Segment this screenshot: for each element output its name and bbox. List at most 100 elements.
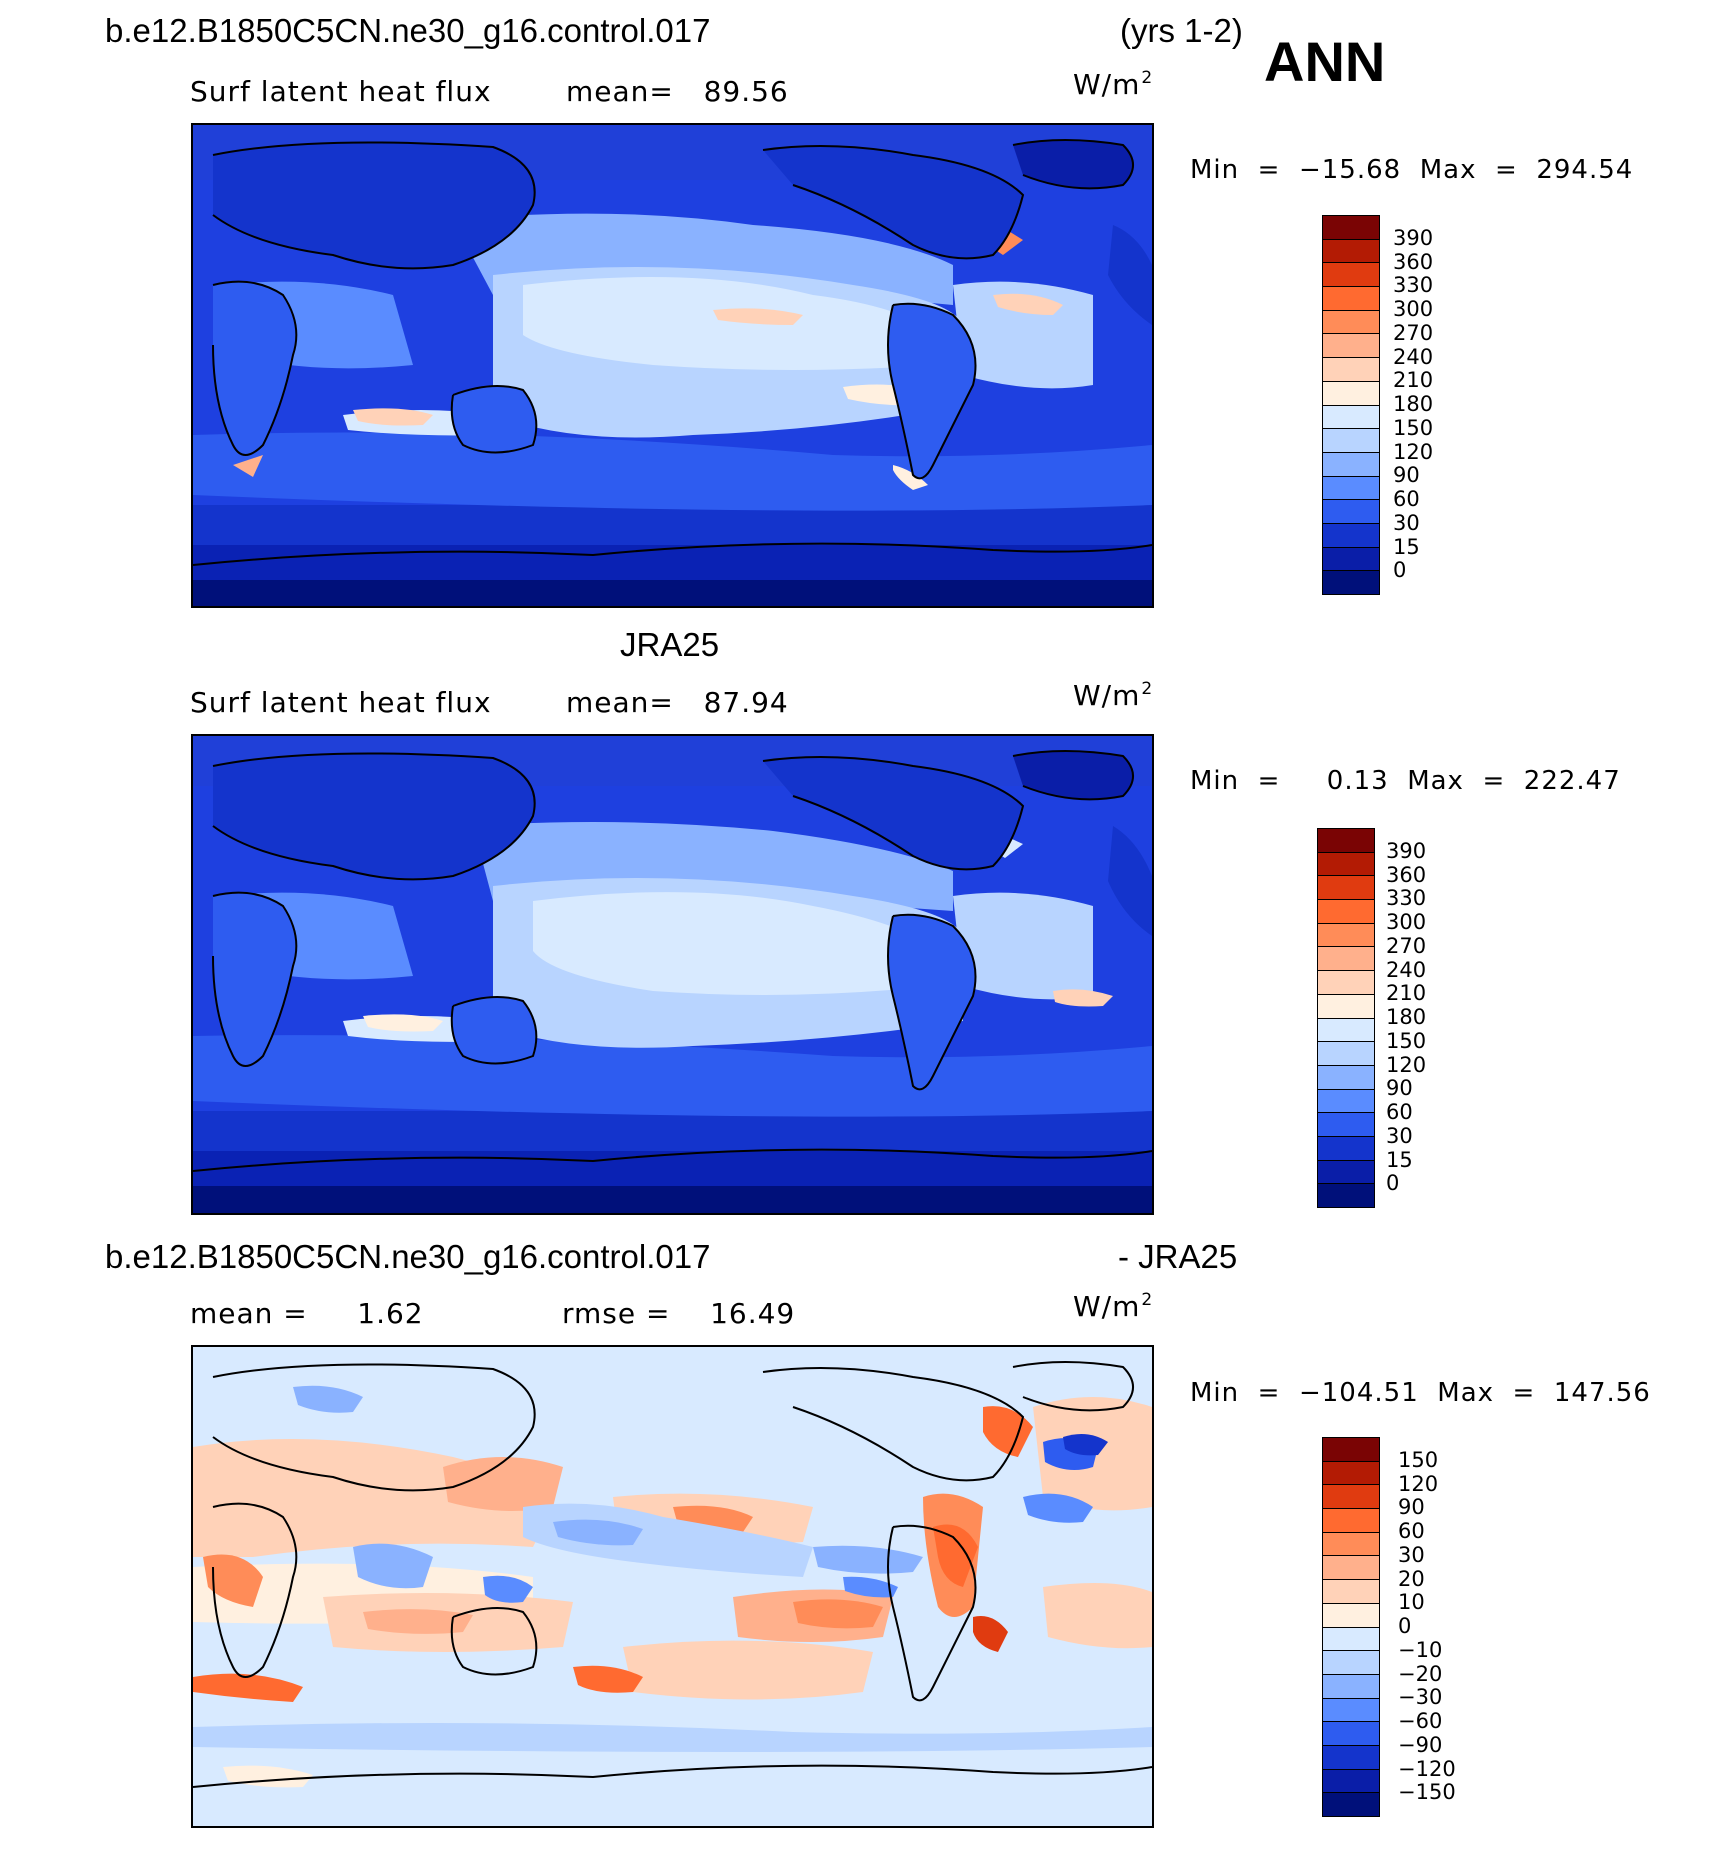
colorbar-swatch <box>1318 947 1374 972</box>
colorbar-swatch <box>1323 1627 1379 1652</box>
colorbar-tick-label: 120 <box>1393 439 1434 464</box>
colorbar-swatch <box>1323 287 1379 311</box>
panel1-units: W/m2 <box>1073 68 1154 101</box>
panel1-colorbar-segments <box>1323 216 1379 594</box>
colorbar-tick-label: 390 <box>1386 838 1427 863</box>
panel1-mean: mean= 89.56 <box>566 75 789 108</box>
colorbar-tick-label: −90 <box>1398 1732 1443 1757</box>
colorbar-tick-label: 300 <box>1386 910 1427 934</box>
colorbar-swatch <box>1323 1580 1379 1604</box>
colorbar-tick-label: 390 <box>1393 225 1434 250</box>
colorbar-tick-label: −30 <box>1398 1685 1443 1710</box>
colorbar-tick-label: 360 <box>1393 249 1434 274</box>
panel3-rmse: rmse = 16.49 <box>562 1297 796 1330</box>
colorbar-swatch <box>1323 1745 1379 1770</box>
colorbar-swatch <box>1323 1556 1379 1581</box>
colorbar-tick-label: 0 <box>1398 1614 1412 1638</box>
panel2-units: W/m2 <box>1073 679 1154 712</box>
case-title: b.e12.B1850C5CN.ne30_g16.control.017 <box>105 12 711 49</box>
colorbar-tick-label: 60 <box>1393 487 1420 511</box>
colorbar-swatch <box>1318 900 1374 924</box>
colorbar-tick-label: 330 <box>1386 886 1427 911</box>
colorbar-swatch <box>1318 1160 1374 1185</box>
colorbar-swatch <box>1323 1603 1379 1628</box>
colorbar-swatch <box>1318 829 1374 853</box>
colorbar-swatch <box>1318 1018 1374 1043</box>
panel3-colorbar-segments <box>1323 1438 1379 1816</box>
colorbar-tick-label: 30 <box>1398 1542 1425 1567</box>
colorbar-swatch <box>1323 571 1379 594</box>
colorbar-tick-label: 210 <box>1393 368 1434 393</box>
colorbar-tick-label: 90 <box>1393 463 1420 488</box>
colorbar-tick-label: 150 <box>1398 1447 1439 1472</box>
colorbar-swatch <box>1323 1722 1379 1746</box>
colorbar-tick-label: −150 <box>1398 1780 1456 1805</box>
colorbar-swatch <box>1323 1532 1379 1557</box>
colorbar-swatch <box>1318 876 1374 901</box>
colorbar-tick-label: 180 <box>1386 1005 1427 1029</box>
panel2-title: JRA25 <box>620 626 720 663</box>
colorbar-tick-label: 0 <box>1386 1171 1400 1196</box>
colorbar-swatch <box>1323 1509 1379 1533</box>
colorbar-swatch <box>1318 1113 1374 1137</box>
colorbar-tick-label: 210 <box>1386 981 1427 1006</box>
panel1-variable: Surf latent heat flux <box>190 75 492 108</box>
colorbar-tick-label: 15 <box>1393 534 1420 559</box>
panel1-map <box>191 123 1154 608</box>
panel3-title-right: - JRA25 <box>1118 1238 1238 1275</box>
colorbar-swatch <box>1318 923 1374 948</box>
colorbar-swatch <box>1318 1065 1374 1090</box>
panel2-minmax: Min = 0.13 Max = 222.47 <box>1190 766 1621 796</box>
colorbar-tick-label: 120 <box>1386 1052 1427 1077</box>
colorbar-swatch <box>1318 852 1374 877</box>
colorbar-swatch <box>1323 216 1379 240</box>
colorbar-swatch <box>1323 1651 1379 1675</box>
colorbar-swatch <box>1323 476 1379 501</box>
colorbar-tick-label: −60 <box>1398 1709 1443 1733</box>
colorbar-tick-label: −120 <box>1398 1756 1456 1781</box>
colorbar-tick-label: 30 <box>1393 510 1420 535</box>
colorbar-tick-label: 30 <box>1386 1123 1413 1148</box>
colorbar-tick-label: 270 <box>1393 320 1434 345</box>
colorbar-tick-label: 270 <box>1386 933 1427 958</box>
season-label: ANN <box>1264 30 1386 93</box>
colorbar-swatch <box>1323 334 1379 359</box>
colorbar-swatch <box>1323 1769 1379 1794</box>
colorbar-tick-label: 90 <box>1398 1495 1425 1520</box>
panel2-colorbar-segments <box>1318 829 1374 1207</box>
colorbar-swatch <box>1323 1793 1379 1816</box>
years-label: (yrs 1-2) <box>1120 12 1243 49</box>
colorbar-tick-label: 150 <box>1386 1028 1427 1053</box>
colorbar-tick-label: 240 <box>1393 344 1434 369</box>
colorbar-swatch <box>1323 358 1379 382</box>
colorbar-tick-label: 20 <box>1398 1566 1425 1591</box>
colorbar-tick-label: 10 <box>1398 1590 1425 1615</box>
colorbar-swatch <box>1323 1438 1379 1462</box>
panel3-map <box>191 1345 1154 1828</box>
panel2-colorbar <box>1317 828 1375 1208</box>
colorbar-swatch <box>1323 405 1379 430</box>
panel2-mean: mean= 87.94 <box>566 686 789 719</box>
colorbar-tick-label: 90 <box>1386 1076 1413 1101</box>
colorbar-swatch <box>1323 452 1379 477</box>
panel3-units: W/m2 <box>1073 1290 1154 1323</box>
panel1-colorbar <box>1322 215 1380 595</box>
panel3-minmax: Min = −104.51 Max = 147.56 <box>1190 1378 1651 1408</box>
colorbar-swatch <box>1323 523 1379 548</box>
colorbar-tick-label: 360 <box>1386 862 1427 887</box>
colorbar-tick-label: 300 <box>1393 297 1434 321</box>
colorbar-swatch <box>1318 1042 1374 1066</box>
colorbar-swatch <box>1323 1674 1379 1699</box>
colorbar-swatch <box>1318 1089 1374 1114</box>
colorbar-swatch <box>1323 547 1379 572</box>
panel3-colorbar <box>1322 1437 1380 1817</box>
colorbar-swatch <box>1323 1461 1379 1486</box>
colorbar-swatch <box>1318 971 1374 995</box>
colorbar-tick-label: 150 <box>1393 415 1434 440</box>
colorbar-tick-label: −20 <box>1398 1661 1443 1686</box>
colorbar-swatch <box>1323 500 1379 524</box>
colorbar-swatch <box>1323 1485 1379 1510</box>
colorbar-swatch <box>1318 1184 1374 1207</box>
panel3-title-left: b.e12.B1850C5CN.ne30_g16.control.017 <box>105 1238 711 1275</box>
colorbar-tick-label: 330 <box>1393 273 1434 298</box>
